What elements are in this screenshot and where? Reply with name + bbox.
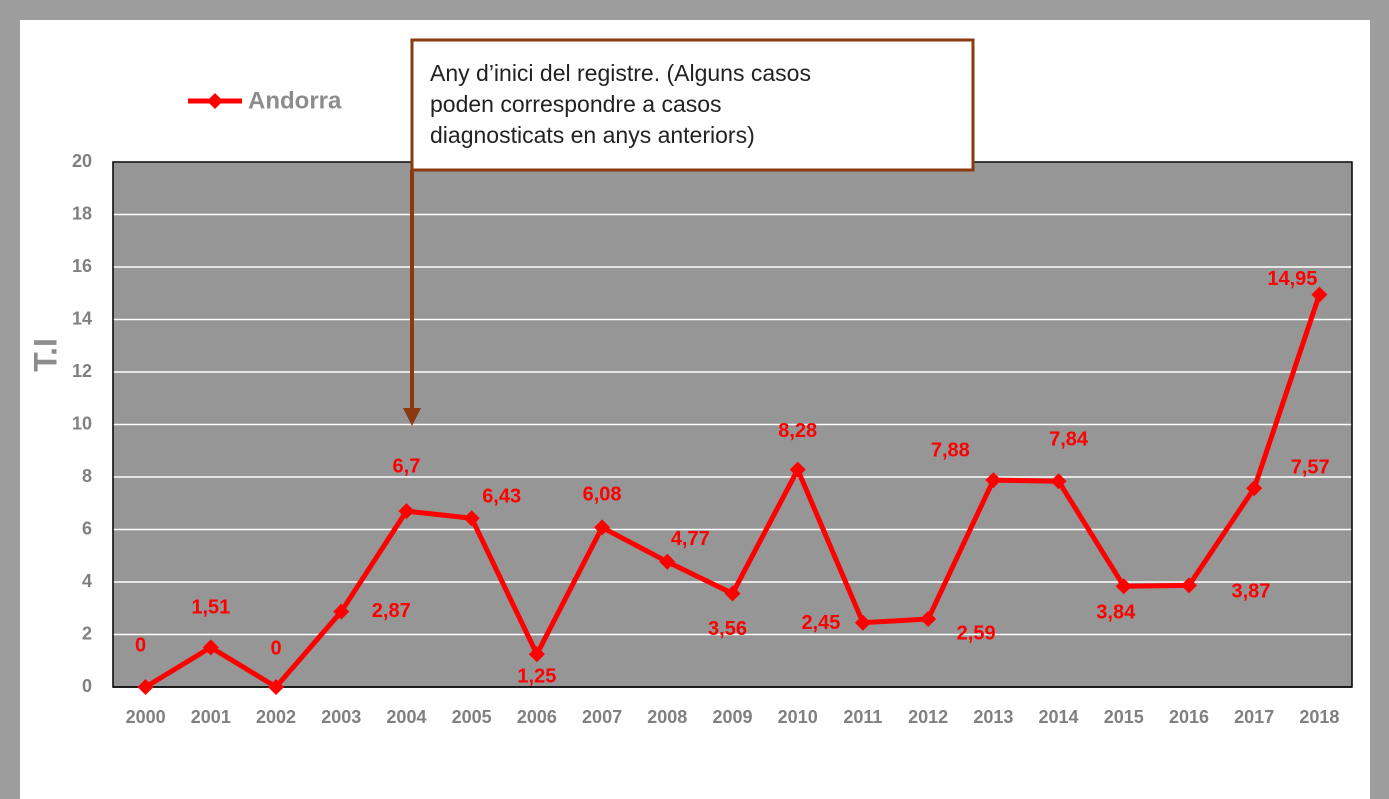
legend-marker [207,93,223,109]
value-label: 0 [270,637,281,659]
x-tick-label: 2008 [647,707,687,727]
x-tick-label: 2017 [1234,707,1274,727]
marker [1246,480,1263,497]
x-tick-label: 2018 [1299,707,1339,727]
value-label: 7,84 [1049,428,1089,450]
legend: Andorra [188,87,342,114]
y-tick-label: 2 [82,623,92,643]
marker [463,510,480,527]
value-label: 1,51 [191,597,230,619]
value-label: 3,87 [1232,581,1271,603]
value-label: 8,28 [778,420,817,442]
value-label: 2,87 [372,600,411,622]
marker [920,611,937,628]
y-tick-label: 12 [72,361,92,381]
arrow-head [403,408,421,426]
value-label: 7,57 [1291,457,1330,479]
marker [659,553,676,570]
marker [854,614,871,631]
annotation-line: poden correspondre a casos [430,91,722,117]
value-label: 14,95 [1267,268,1317,290]
y-tick-label: 10 [72,413,92,433]
x-tick-label: 2012 [908,707,948,727]
x-tick-label: 2006 [517,707,557,727]
y-tick-label: 14 [72,308,92,328]
value-label: 1,25 [517,665,556,687]
marker [202,639,219,656]
marker [594,519,611,536]
x-tick-label: 2003 [321,707,361,727]
value-label: 2,59 [957,622,996,644]
x-tick-label: 2000 [126,707,166,727]
x-tick-label: 2011 [843,707,882,727]
x-tick-label: 2001 [191,707,231,727]
annotation-line: diagnosticats en anys anteriors) [430,122,755,148]
marker [1050,473,1067,490]
value-label: 0 [135,634,146,656]
x-tick-label: 2016 [1169,707,1209,727]
x-tick-label: 2010 [778,707,818,727]
marker [333,603,350,620]
value-label: 6,08 [583,484,622,506]
marker [1115,578,1132,595]
y-tick-label: 0 [82,676,92,696]
x-tick-label: 2014 [1039,707,1079,727]
marker [985,472,1002,489]
annotation-box [410,38,975,172]
marker [398,503,415,520]
y-tick-label: 18 [72,203,92,223]
x-tick-label: 2009 [712,707,752,727]
y-tick-label: 4 [82,571,92,591]
x-tick-label: 2013 [973,707,1013,727]
x-tick-label: 2015 [1104,707,1144,727]
marker [1180,577,1197,594]
marker [789,461,806,478]
x-tick-label: 2007 [582,707,622,727]
marker [528,646,545,663]
x-tick-label: 2002 [256,707,296,727]
x-tick-label: 2004 [386,707,426,727]
value-label: 7,88 [931,439,970,461]
value-label: 2,45 [801,612,840,634]
value-label: 6,43 [482,485,521,507]
y-tick-label: 8 [82,466,92,486]
x-tick-label: 2005 [452,707,492,727]
value-label: 3,84 [1096,601,1136,623]
y-tick-label: 6 [82,518,92,538]
y-tick-label: 16 [72,256,92,276]
y-axis-label: T.I [27,338,63,372]
marker [1311,286,1328,303]
value-label: 6,7 [393,455,421,477]
annotation-line: Any d’inici del registre. (Alguns casos [430,60,811,86]
y-tick-label: 20 [72,151,92,171]
value-label: 3,56 [708,618,747,640]
value-label: 4,77 [671,528,710,550]
marker [137,679,154,695]
legend-label: Andorra [248,87,342,114]
marker [724,585,741,602]
marker [268,679,285,695]
